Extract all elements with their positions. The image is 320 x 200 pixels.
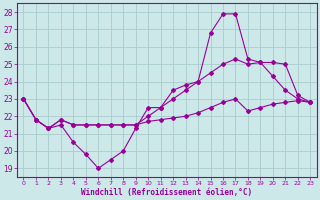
X-axis label: Windchill (Refroidissement éolien,°C): Windchill (Refroidissement éolien,°C) xyxy=(81,188,252,197)
